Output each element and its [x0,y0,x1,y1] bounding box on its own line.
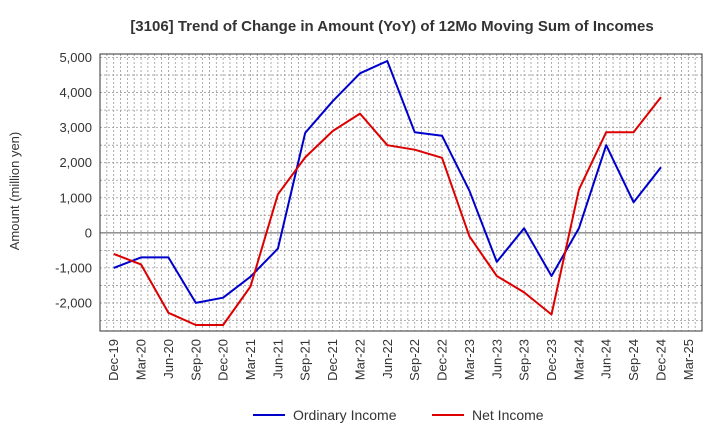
x-tick-label: Dec-21 [325,339,340,381]
x-tick-label: Mar-21 [243,339,258,380]
x-tick-label: Dec-19 [106,339,121,381]
x-tick-label: Sep-21 [298,339,313,381]
y-tick-label: 4,000 [59,85,92,100]
x-tick-label: Dec-24 [653,339,668,381]
y-tick-label: 5,000 [59,50,92,65]
y-tick-label: 0 [85,225,92,240]
axes [99,53,703,332]
x-tick-label: Mar-20 [134,339,149,380]
y-tick-label: -2,000 [55,295,92,310]
x-tick-label: Jun-23 [489,339,504,379]
x-tick-label: Sep-24 [626,339,641,381]
series-line [113,96,662,326]
x-tick-label: Sep-22 [407,339,422,381]
y-tick-label: -1,000 [55,260,92,275]
x-tick-label: Dec-20 [216,339,231,381]
x-tick-label: Mar-25 [681,339,696,380]
x-tick-label: Dec-23 [544,339,559,381]
y-tick-label: 1,000 [59,190,92,205]
y-tick-label: 3,000 [59,120,92,135]
legend: Ordinary Income Net Income [253,407,544,423]
legend-label: Net Income [472,407,544,423]
x-tick-label: Sep-23 [517,339,532,381]
series-lines [113,60,662,326]
x-tick-label: Sep-20 [188,339,203,381]
plot-frame [99,53,703,332]
x-tick-label: Jun-24 [599,339,614,379]
x-tick-label: Jun-22 [380,339,395,379]
grid [100,54,702,331]
y-ticks: 5,000 4,000 3,000 2,000 1,000 0 -1,000 -2,000 [55,50,92,310]
x-tick-label: Jun-21 [270,339,285,379]
x-tick-label: Dec-22 [435,339,450,381]
x-tick-label: Mar-23 [462,339,477,380]
series-line [113,60,662,304]
chart-title: [3106] Trend of Change in Amount (YoY) o… [130,18,653,35]
y-axis-label: Amount (million yen) [7,132,22,251]
x-tick-label: Jun-20 [161,339,176,379]
y-tick-label: 2,000 [59,155,92,170]
x-ticks: Dec-19 Mar-20 Jun-20 Sep-20 Dec-20 Mar-21 Jun-… [106,339,696,381]
x-tick-label: Mar-24 [571,339,586,380]
x-tick-label: Mar-22 [352,339,367,380]
legend-label: Ordinary Income [293,407,397,423]
